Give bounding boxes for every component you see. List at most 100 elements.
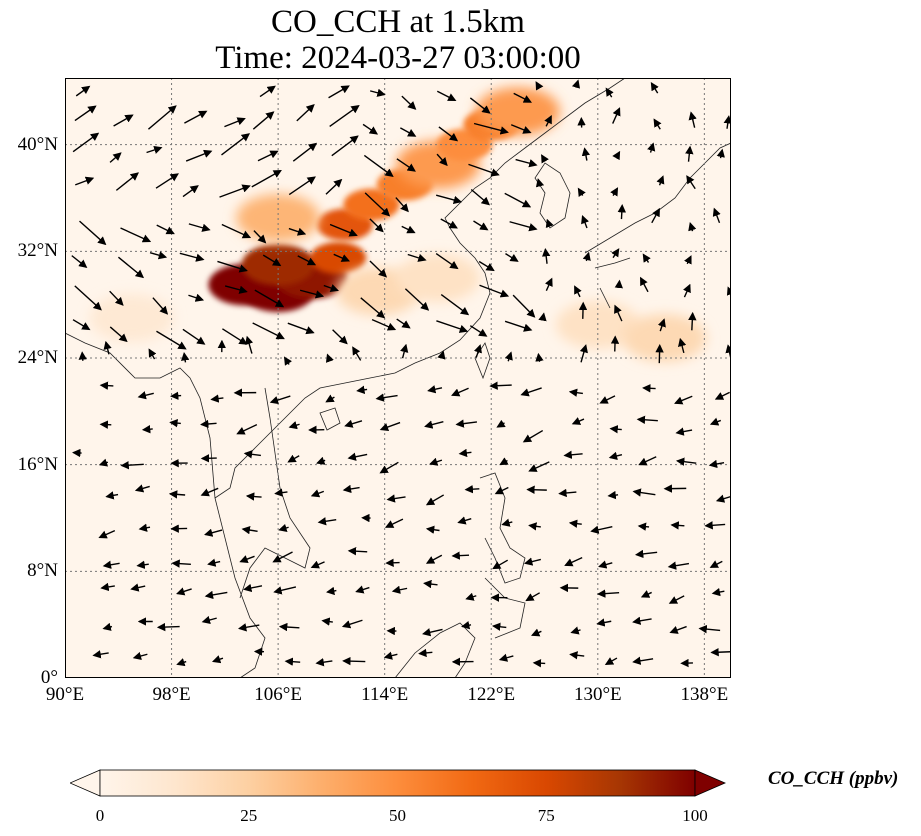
wind-arrow: [436, 320, 469, 333]
wind-arrow: [513, 92, 532, 103]
wind-arrow: [599, 395, 616, 404]
wind-arrow: [440, 218, 458, 229]
wind-arrow: [542, 247, 551, 264]
wind-arrow: [117, 256, 145, 279]
wind-arrow: [461, 621, 472, 630]
wind-arrow: [171, 559, 191, 568]
wind-arrow: [708, 459, 725, 469]
wind-arrow: [251, 169, 282, 188]
wind-arrow: [667, 561, 690, 570]
wind-arrow: [581, 214, 589, 229]
wind-arrow: [176, 658, 187, 667]
wind-arrow: [596, 618, 612, 627]
wind-arrow: [535, 352, 544, 362]
wind-arrow: [711, 587, 725, 597]
wind-arrow: [604, 657, 618, 665]
x-tick-label: 138°E: [680, 684, 729, 705]
wind-arrow: [239, 555, 255, 564]
wind-arrow: [274, 488, 288, 497]
wind-arrow: [505, 253, 519, 262]
wind-arrow: [464, 484, 480, 494]
wind-arrow: [709, 417, 722, 426]
title-line-2: Time: 2024-03-27 03:00:00: [215, 40, 581, 76]
wind-arrow: [360, 297, 386, 319]
wind-arrow: [634, 549, 658, 559]
wind-arrow: [204, 528, 223, 537]
wind-arrow: [637, 522, 650, 531]
wind-arrow: [99, 381, 114, 390]
wind-arrow: [709, 560, 723, 568]
wind-arrow: [352, 346, 362, 361]
wind-arrow: [437, 350, 446, 360]
wind-arrow: [451, 387, 469, 397]
wind-arrow: [714, 391, 730, 400]
wind-arrow: [379, 461, 399, 474]
wind-arrow: [496, 419, 506, 428]
wind-arrow: [269, 395, 291, 405]
wind-arrow: [458, 448, 472, 458]
wind-arrow: [109, 152, 122, 163]
plume-cell: [310, 242, 367, 274]
wind-arrow: [504, 320, 533, 332]
x-tick-label: 106°E: [254, 684, 302, 705]
wind-arrow: [678, 337, 687, 354]
wind-arrow: [136, 560, 149, 569]
wind-arrow: [188, 223, 211, 232]
wind-arrow: [148, 348, 157, 360]
wind-arrow: [401, 95, 417, 110]
wind-arrow: [590, 525, 613, 534]
wind-arrow: [252, 111, 275, 130]
wind-arrow: [427, 385, 443, 394]
wind-arrow: [299, 289, 325, 299]
wind-arrow: [525, 592, 541, 602]
wind-arrow: [297, 255, 317, 266]
wind-arrow: [422, 628, 443, 637]
wind-arrow: [156, 622, 180, 632]
wind-arrow: [685, 145, 694, 162]
wind-arrow: [254, 289, 285, 308]
y-tick-label: 40°N: [17, 133, 58, 155]
wind-arrow: [146, 145, 163, 154]
wind-vectors: [71, 79, 731, 668]
wind-arrow: [168, 490, 186, 499]
wind-arrow: [391, 585, 408, 594]
wind-arrow: [440, 293, 470, 316]
wind-arrow: [632, 656, 654, 665]
wind-arrow: [315, 658, 333, 667]
wind-arrow: [657, 318, 666, 332]
coastline-mainland: [65, 78, 626, 678]
wind-arrow: [329, 223, 358, 237]
wind-arrow: [429, 457, 443, 466]
wind-arrow: [457, 516, 472, 525]
wind-arrow: [329, 104, 360, 128]
wind-arrow: [571, 79, 581, 89]
wind-arrow: [356, 385, 368, 394]
coastline-japan: [584, 142, 731, 309]
wind-arrow: [147, 105, 177, 130]
wind-arrow: [469, 325, 488, 337]
wind-arrow: [185, 149, 213, 162]
wind-arrow: [188, 293, 205, 302]
wind-arrow: [564, 557, 583, 567]
wind-arrow: [176, 587, 192, 596]
wind-arrow: [515, 158, 538, 168]
wind-arrow: [259, 85, 276, 98]
wind-arrow: [473, 220, 489, 231]
wind-arrow: [74, 105, 97, 122]
wind-arrow: [347, 452, 368, 461]
coastline-indochina: [239, 387, 311, 599]
wind-arrow: [716, 148, 725, 159]
wind-arrow: [79, 220, 107, 246]
wind-arrow: [287, 454, 300, 463]
wind-arrow: [579, 344, 588, 363]
colorbar-gradient: [99, 769, 696, 797]
wind-arrow: [170, 391, 182, 400]
wind-arrow: [363, 154, 394, 177]
wind-arrow: [243, 583, 263, 593]
wind-arrow: [221, 223, 252, 239]
wind-arrow: [245, 335, 254, 354]
wind-arrow: [284, 657, 301, 666]
wind-arrow: [182, 328, 206, 345]
wind-arrow: [364, 192, 391, 217]
wind-arrow: [494, 486, 509, 495]
